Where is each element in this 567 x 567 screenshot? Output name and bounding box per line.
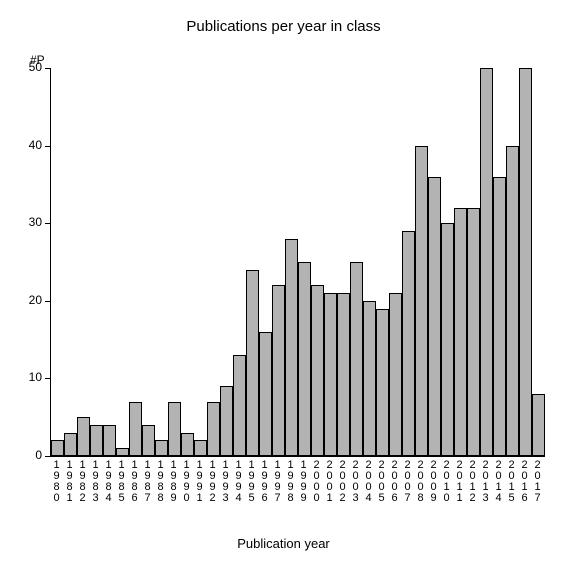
bar — [155, 440, 168, 456]
x-tick-label: 1995 — [248, 460, 255, 504]
y-tick-label: 10 — [16, 370, 42, 384]
x-tick-label: 2011 — [456, 460, 463, 504]
x-tick-label: 1998 — [287, 460, 294, 504]
bar — [350, 262, 363, 456]
x-tick-label: 2008 — [417, 460, 424, 504]
bar — [233, 355, 246, 456]
x-tick-label: 2004 — [365, 460, 372, 504]
y-tick — [45, 223, 50, 224]
bar — [51, 440, 64, 456]
bar — [220, 386, 233, 456]
x-tick-label: 2016 — [521, 460, 528, 504]
x-tick-label: 1988 — [157, 460, 164, 504]
bar — [246, 270, 259, 456]
x-tick-label: 1983 — [92, 460, 99, 504]
bar — [532, 394, 545, 456]
bar — [441, 223, 454, 456]
x-tick-label: 1989 — [170, 460, 177, 504]
y-tick-label: 40 — [16, 138, 42, 152]
bar — [428, 177, 441, 456]
bar — [415, 146, 428, 456]
bar — [480, 68, 493, 456]
y-tick — [45, 378, 50, 379]
x-tick-label: 2000 — [313, 460, 320, 504]
y-tick-label: 20 — [16, 293, 42, 307]
bar — [207, 402, 220, 456]
y-tick-label: 30 — [16, 215, 42, 229]
x-tick-label: 1980 — [53, 460, 60, 504]
y-tick-label: 0 — [16, 448, 42, 462]
x-tick-label: 1994 — [235, 460, 242, 504]
bar — [337, 293, 350, 456]
x-tick-label: 1993 — [222, 460, 229, 504]
x-tick-label: 1996 — [261, 460, 268, 504]
x-tick-label: 1997 — [274, 460, 281, 504]
y-tick-label: 50 — [16, 60, 42, 74]
bar — [116, 448, 129, 456]
bar — [194, 440, 207, 456]
x-tick-label: 1991 — [196, 460, 203, 504]
bar — [181, 433, 194, 456]
bar — [493, 177, 506, 456]
x-tick-label: 2005 — [378, 460, 385, 504]
x-tick-label: 1992 — [209, 460, 216, 504]
bar — [311, 285, 324, 456]
bar — [103, 425, 116, 456]
x-tick-label: 2015 — [508, 460, 515, 504]
bar — [519, 68, 532, 456]
bar — [389, 293, 402, 456]
bar — [142, 425, 155, 456]
x-tick-label: 1982 — [79, 460, 86, 504]
bar — [467, 208, 480, 456]
chart-title: Publications per year in class — [0, 18, 567, 35]
x-tick-label: 1986 — [131, 460, 138, 504]
bar — [506, 146, 519, 456]
bar — [454, 208, 467, 456]
bar — [259, 332, 272, 456]
bar — [129, 402, 142, 456]
x-tick-label: 2009 — [430, 460, 437, 504]
bar — [402, 231, 415, 456]
x-tick-label: 2001 — [326, 460, 333, 504]
x-axis-title: Publication year — [0, 536, 567, 551]
x-tick-label: 2002 — [339, 460, 346, 504]
bar — [376, 309, 389, 456]
x-tick-label: 1999 — [300, 460, 307, 504]
x-tick-label: 2013 — [482, 460, 489, 504]
bar — [168, 402, 181, 456]
x-tick-label: 1987 — [144, 460, 151, 504]
x-tick-label: 2012 — [469, 460, 476, 504]
bar — [90, 425, 103, 456]
bar — [324, 293, 337, 456]
bar — [285, 239, 298, 456]
bar — [298, 262, 311, 456]
x-tick-label: 2017 — [534, 460, 541, 504]
chart-container: Publications per year in class #P Public… — [0, 0, 567, 567]
x-tick-label: 1984 — [105, 460, 112, 504]
x-tick-label: 1981 — [66, 460, 73, 504]
bar — [64, 433, 77, 456]
y-tick — [45, 146, 50, 147]
x-tick-label: 2007 — [404, 460, 411, 504]
x-tick-label: 1985 — [118, 460, 125, 504]
y-tick — [45, 68, 50, 69]
bar — [363, 301, 376, 456]
x-tick-label: 2014 — [495, 460, 502, 504]
x-tick-label: 2006 — [391, 460, 398, 504]
plot-area — [50, 68, 545, 457]
bar — [77, 417, 90, 456]
x-tick-label: 2010 — [443, 460, 450, 504]
y-tick — [45, 301, 50, 302]
bar — [272, 285, 285, 456]
y-tick — [45, 456, 50, 457]
x-tick-label: 2003 — [352, 460, 359, 504]
x-tick-label: 1990 — [183, 460, 190, 504]
